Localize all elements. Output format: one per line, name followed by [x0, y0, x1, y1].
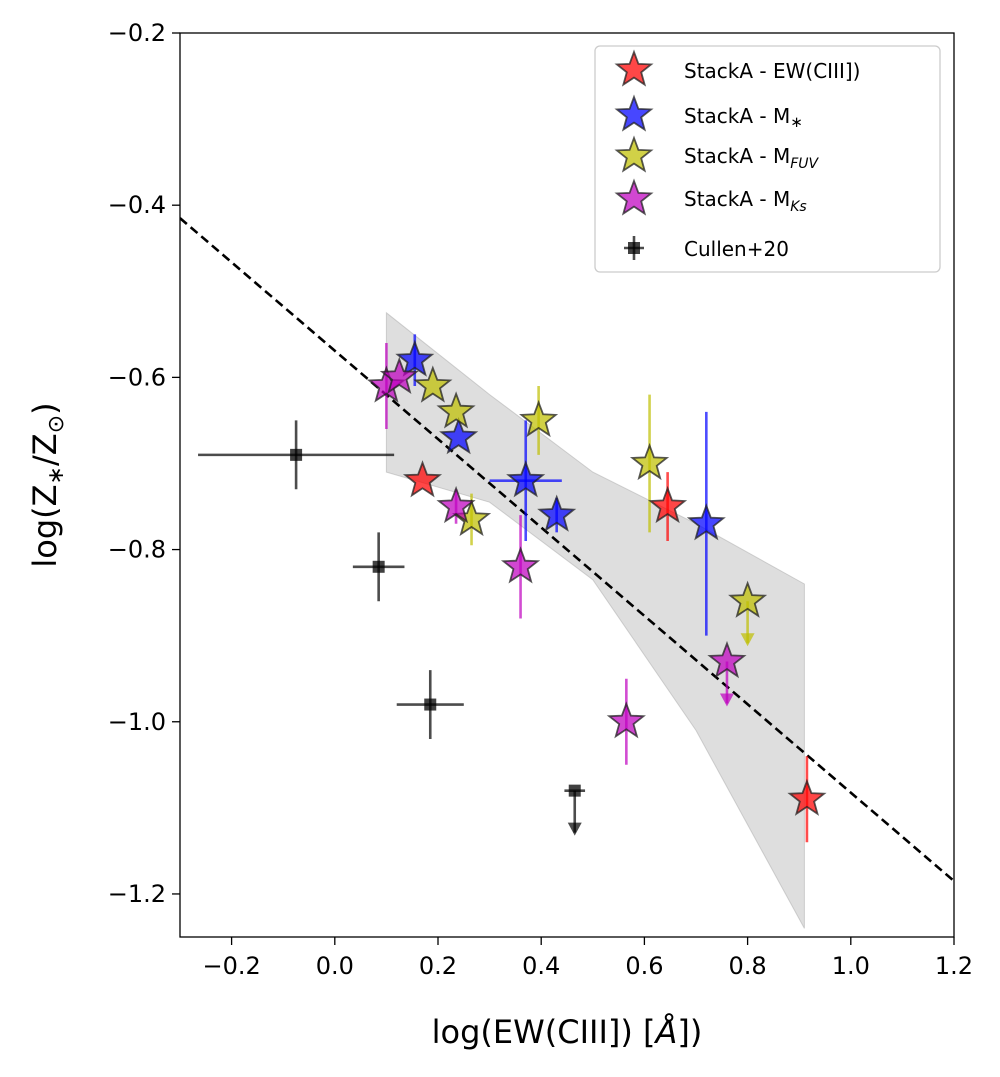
y-tick-label: −0.6	[108, 363, 166, 391]
star-marker	[395, 339, 435, 377]
y-tick-label: −1.2	[108, 880, 166, 908]
y-axis-ticks: −1.2 −1.0 −0.8 −0.6 −0.4 −0.2	[108, 19, 180, 908]
x-tick-label: 0.6	[625, 952, 663, 980]
legend-box	[594, 45, 941, 273]
fit-line	[180, 217, 954, 883]
y-tick-label: −0.8	[108, 536, 166, 564]
plot-frame	[179, 32, 955, 938]
legend-label-mfuv: StackA - MFUV	[684, 144, 820, 172]
star-marker	[707, 640, 747, 679]
star-marker	[436, 391, 476, 429]
legend: StackA - EW(CIII]) StackA - M∗ StackA - …	[594, 45, 941, 273]
legend-star-marker	[614, 178, 654, 216]
y-tick-label: −0.2	[108, 19, 166, 47]
legend-star-marker	[614, 94, 654, 132]
fit-line-layer	[180, 217, 954, 883]
star-marker	[519, 399, 559, 438]
square-marker	[290, 448, 303, 461]
x-axis-ticks: −0.2 0.0 0.2 0.4 0.6 0.8 1.0 1.2	[202, 937, 973, 980]
y-tick-label: −0.4	[108, 191, 166, 219]
star-marker	[606, 701, 646, 739]
star-marker	[439, 417, 479, 455]
legend-label-mks: StackA - MKs	[684, 187, 807, 215]
markers-layer	[290, 339, 827, 816]
legend-markers	[614, 49, 654, 260]
star-marker	[506, 460, 546, 498]
upper-limit-arrowhead	[740, 633, 755, 647]
square-marker	[372, 560, 385, 573]
upper-limit-arrowhead	[719, 693, 734, 707]
star-marker	[537, 494, 577, 532]
y-tick-label: −1.0	[108, 708, 166, 736]
star-marker	[686, 503, 726, 541]
star-marker	[648, 485, 688, 524]
x-axis-label: log(EW(CIII]) [Å])	[432, 1013, 703, 1051]
legend-star-marker	[614, 135, 654, 173]
x-tick-label: 1.2	[935, 952, 973, 980]
square-marker	[424, 698, 437, 711]
y-axis-label: log(Z∗/Z⊙)	[26, 402, 69, 567]
upper-limit-arrowhead	[567, 822, 582, 836]
x-tick-label: 0.0	[316, 952, 354, 980]
x-tick-label: 0.2	[419, 952, 457, 980]
legend-label-ew: StackA - EW(CIII])	[684, 59, 860, 83]
square-marker	[568, 784, 581, 797]
legend-label-mstar: StackA - M∗	[684, 104, 803, 131]
star-marker	[402, 460, 443, 498]
star-marker	[787, 778, 827, 816]
x-tick-label: −0.2	[202, 952, 260, 980]
legend-star-marker	[614, 49, 654, 87]
star-marker	[379, 356, 419, 394]
star-marker	[629, 442, 670, 481]
legend-square-marker	[628, 242, 640, 254]
star-marker	[413, 365, 453, 403]
x-tick-label: 1.0	[832, 952, 870, 980]
star-marker	[436, 485, 476, 524]
star-marker	[500, 546, 541, 584]
star-marker	[728, 580, 768, 618]
legend-label-cullen: Cullen+20	[684, 237, 789, 261]
x-tick-label: 0.8	[729, 952, 767, 980]
x-tick-label: 0.4	[522, 952, 560, 980]
